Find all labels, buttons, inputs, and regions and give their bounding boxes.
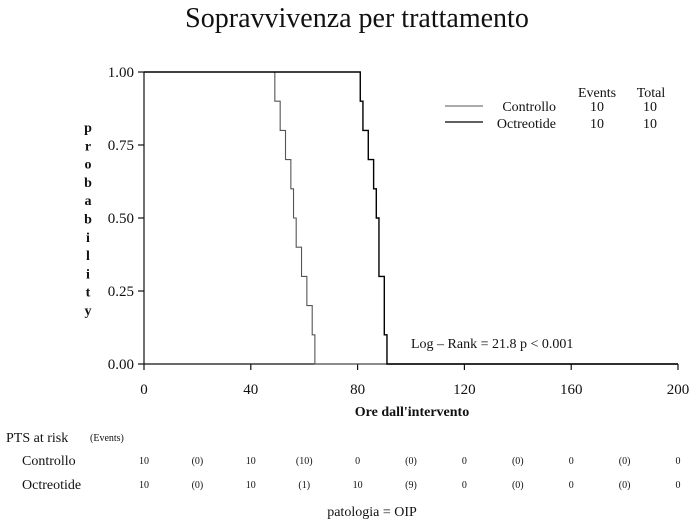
legend-total-octreotide: 10 [643, 117, 657, 132]
log-rank-annotation: Log – Rank = 21.8 p < 0.001 [411, 337, 573, 352]
y-tick-label: 0.75 [108, 138, 134, 154]
y-axis-label-letter: b [84, 213, 92, 228]
y-axis-ticks: 0.00 0.25 0.50 0.75 1.00 [108, 65, 144, 373]
risk-cell: 0 [676, 456, 681, 467]
risk-cell: (0) [512, 456, 524, 467]
risk-cell: 0 [569, 456, 574, 467]
y-axis-label-letter: p [84, 121, 92, 136]
risk-cell: 10 [139, 456, 149, 467]
survival-curves [144, 71, 678, 365]
risk-cell: (0) [512, 480, 524, 491]
risk-cell: 0 [569, 480, 574, 491]
series-line-octreotide [144, 71, 678, 365]
y-axis-label-letter: r [85, 139, 91, 154]
x-axis-ticks: 0 40 80 120 160 200 [140, 364, 689, 398]
plot-frame [143, 72, 678, 365]
risk-table: Controllo 10 (0) 10 (10) 0 (0) 0 (0) 0 (0) 0 Octreot… [22, 454, 681, 493]
risk-cell: (0) [619, 480, 631, 491]
risk-cell: (0) [405, 456, 417, 467]
legend-events-octreotide: 10 [590, 117, 604, 132]
x-tick-label: 80 [350, 382, 365, 398]
risk-table-title: PTS at risk [6, 431, 68, 446]
y-axis-label-letter: a [85, 194, 92, 209]
risk-row-label: Octreotide [22, 478, 81, 493]
x-tick-label: 200 [667, 382, 690, 398]
legend-header-events: Events [578, 86, 616, 101]
risk-cell: (9) [405, 480, 417, 491]
risk-cell: (10) [296, 456, 313, 467]
x-axis-label: Ore dall'intervento [355, 405, 469, 420]
y-axis-label-letter: b [84, 176, 92, 191]
y-tick-label: 0.50 [108, 211, 134, 227]
y-axis-label-letter: y [85, 304, 92, 319]
risk-table-subtitle: (Events) [90, 433, 124, 444]
x-tick-label: 120 [453, 382, 476, 398]
risk-cell: 0 [462, 480, 467, 491]
y-axis-label-letter: o [85, 158, 92, 173]
footnote: patologia = OIP [327, 505, 417, 520]
y-axis-label-letter: i [86, 231, 90, 246]
risk-cell: 10 [139, 480, 149, 491]
y-tick-label: 0.00 [108, 357, 134, 373]
risk-cell: (0) [192, 480, 204, 491]
y-tick-label: 0.25 [108, 284, 134, 300]
x-tick-label: 160 [560, 382, 583, 398]
risk-cell: (0) [619, 456, 631, 467]
risk-cell: (1) [298, 480, 310, 491]
x-tick-label: 0 [140, 382, 148, 398]
risk-cell: 10 [353, 480, 363, 491]
legend-label-octreotide: Octreotide [497, 117, 556, 132]
risk-row-label: Controllo [22, 454, 76, 469]
y-axis-label-letter: l [86, 249, 90, 264]
risk-cell: 0 [355, 456, 360, 467]
y-axis-label-letter: i [86, 267, 90, 282]
x-tick-label: 40 [243, 382, 258, 398]
y-tick-label: 1.00 [108, 65, 134, 81]
risk-cell: (0) [192, 456, 204, 467]
risk-cell: 0 [462, 456, 467, 467]
risk-cell: 10 [246, 456, 256, 467]
risk-cell: 10 [246, 480, 256, 491]
legend-total-controllo: 10 [643, 100, 657, 115]
chart-title: Sopravvivenza per trattamento [185, 3, 529, 34]
legend: Events Total Controllo 10 10 Octreotide … [445, 86, 665, 132]
legend-label-controllo: Controllo [502, 100, 556, 115]
legend-header-total: Total [637, 86, 666, 101]
series-line-controllo [144, 71, 678, 365]
risk-cell: 0 [676, 480, 681, 491]
legend-events-controllo: 10 [590, 100, 604, 115]
y-axis-label-letter: t [86, 286, 91, 301]
